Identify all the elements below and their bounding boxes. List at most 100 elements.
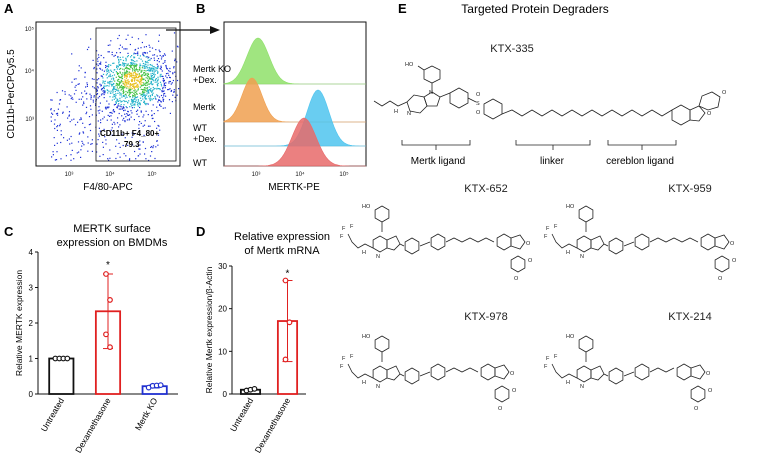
panel-a-event-dot: [151, 145, 153, 148]
panel-a-event-dot: [139, 65, 141, 67]
panel-a-event-dot: [134, 71, 136, 73]
panel-a-event-dot: [143, 101, 146, 103]
panel-a-event-dot: [131, 72, 133, 75]
panel-a-event-dot: [135, 96, 137, 99]
panel-a-event-dot: [145, 56, 147, 58]
panel-a-event-dot: [121, 78, 124, 80]
panel-a-event-dot: [105, 65, 107, 67]
panel-a-event-dot: [106, 85, 108, 87]
ktx-652-f-atom-2: F: [350, 224, 354, 230]
panel-a-event-dot: [151, 117, 153, 120]
panel-a-event-dot: [162, 100, 164, 102]
panel-a-event-dot: [65, 155, 67, 157]
panel-a-event-dot: [152, 78, 154, 80]
panel-d-label: D: [196, 224, 205, 239]
panel-a-event-dot: [157, 67, 159, 69]
panel-a-event-dot: [125, 100, 127, 102]
panel-a-event-dot: [139, 69, 141, 71]
panel-a-event-dot: [115, 88, 117, 90]
panel-a-event-dot: [92, 99, 94, 101]
panel-a-event-dot: [147, 77, 149, 79]
panel-a-event-dot: [136, 60, 138, 62]
panel-a-event-dot: [114, 103, 116, 105]
panel-a-event-dot: [147, 81, 149, 84]
panel-a-event-dot: [103, 93, 105, 96]
panel-a-event-dot: [122, 59, 125, 62]
panel-a-event-dot: [78, 133, 80, 135]
panel-a-event-dot: [125, 73, 127, 76]
panel-a-event-dot: [114, 80, 116, 82]
panel-a-event-dot: [173, 89, 175, 91]
panel-a-event-dot: [157, 76, 159, 78]
ktx-335-o-atom-4: O: [707, 111, 712, 117]
ktx-335-n-atom-2: N: [407, 111, 411, 117]
ktx-335-piperazine-ring: [483, 98, 503, 120]
panel-a-event-dot: [153, 68, 155, 70]
panel-a-event-dot: [163, 85, 165, 87]
panel-a-event-dot: [128, 100, 130, 102]
panel-a-event-dot: [140, 47, 142, 49]
panel-a-event-dot: [104, 80, 106, 82]
panel-a-event-dot: [124, 67, 126, 69]
panel-a-event-dot: [110, 40, 112, 42]
panel-a-event-dot: [72, 98, 74, 100]
panel-a-event-dot: [157, 84, 159, 86]
panel-a-event-dot: [102, 118, 104, 120]
panel-a-event-dot: [126, 113, 128, 115]
panel-a-event-dot: [96, 93, 99, 95]
panel-a-event-dot: [149, 99, 151, 101]
panel-a-event-dot: [125, 75, 127, 77]
panel-a-event-dot: [109, 92, 111, 94]
gate-arrow-head: [210, 26, 220, 34]
panel-a-event-dot: [118, 83, 120, 85]
panel-a-event-dot: [108, 159, 110, 161]
panel-a-event-dot: [136, 96, 138, 99]
ktx-335-aryl-bond: [439, 92, 451, 98]
panel-a-event-dot: [157, 134, 160, 136]
panel-a-event-dot: [162, 107, 164, 109]
panel-a-event-dot: [130, 83, 132, 85]
panel-a-xtick-3: 10⁵: [147, 171, 157, 178]
panel-a-event-dot: [127, 83, 129, 85]
panel-a-event-dot: [136, 96, 139, 98]
panel-a-event-dot: [93, 78, 95, 80]
panel-a-event-dot: [134, 75, 136, 77]
panel-a-event-dot: [150, 146, 152, 148]
panel-a-event-dot: [131, 136, 133, 138]
panel-a-event-dot: [101, 93, 103, 95]
ktx-978-ho-atom: HO: [362, 334, 371, 340]
panel-a-event-dot: [120, 92, 122, 94]
panel-a-event-dot: [145, 74, 147, 76]
panel-a-event-dot: [173, 66, 175, 68]
panel-a-event-dot: [144, 147, 147, 150]
panel-a-event-dot: [117, 105, 119, 107]
ktx-959-phenyl-ring: [608, 237, 624, 255]
panel-a-event-dot: [62, 111, 64, 113]
panel-a-event-dot: [147, 114, 149, 116]
panel-a-event-dot: [160, 58, 163, 60]
panel-a-event-dot: [151, 72, 154, 74]
panel-a-event-dot: [96, 89, 98, 91]
panel-a-event-dot: [105, 66, 107, 69]
panel-a-event-dot: [75, 101, 77, 103]
panel-a-event-dot: [156, 81, 158, 83]
panel-a-event-dot: [134, 103, 136, 105]
panel-a-event-dot: [130, 59, 132, 61]
panel-a-event-dot: [127, 110, 129, 112]
panel-a-event-dot: [119, 156, 121, 158]
panel-a-event-dot: [59, 125, 61, 127]
panel-a-event-dot: [149, 59, 151, 61]
panel-a-event-dot: [143, 46, 145, 48]
panel-a-event-dot: [126, 91, 129, 93]
panel-c-bar-chart: 0 1 2 3 4 Untreated Dexamethasone Mertk KO *: [29, 248, 178, 455]
panel-a-event-dot: [91, 143, 93, 145]
panel-a-event-dot: [107, 81, 109, 84]
panel-a-event-dot: [136, 86, 138, 88]
bracket-label-linker: linker: [540, 156, 565, 167]
ktx-214-pyrrole-ring: [590, 365, 605, 381]
panel-c-data-point: [64, 355, 71, 362]
panel-a-event-dot: [136, 113, 138, 115]
panel-a-event-dot: [128, 118, 131, 120]
